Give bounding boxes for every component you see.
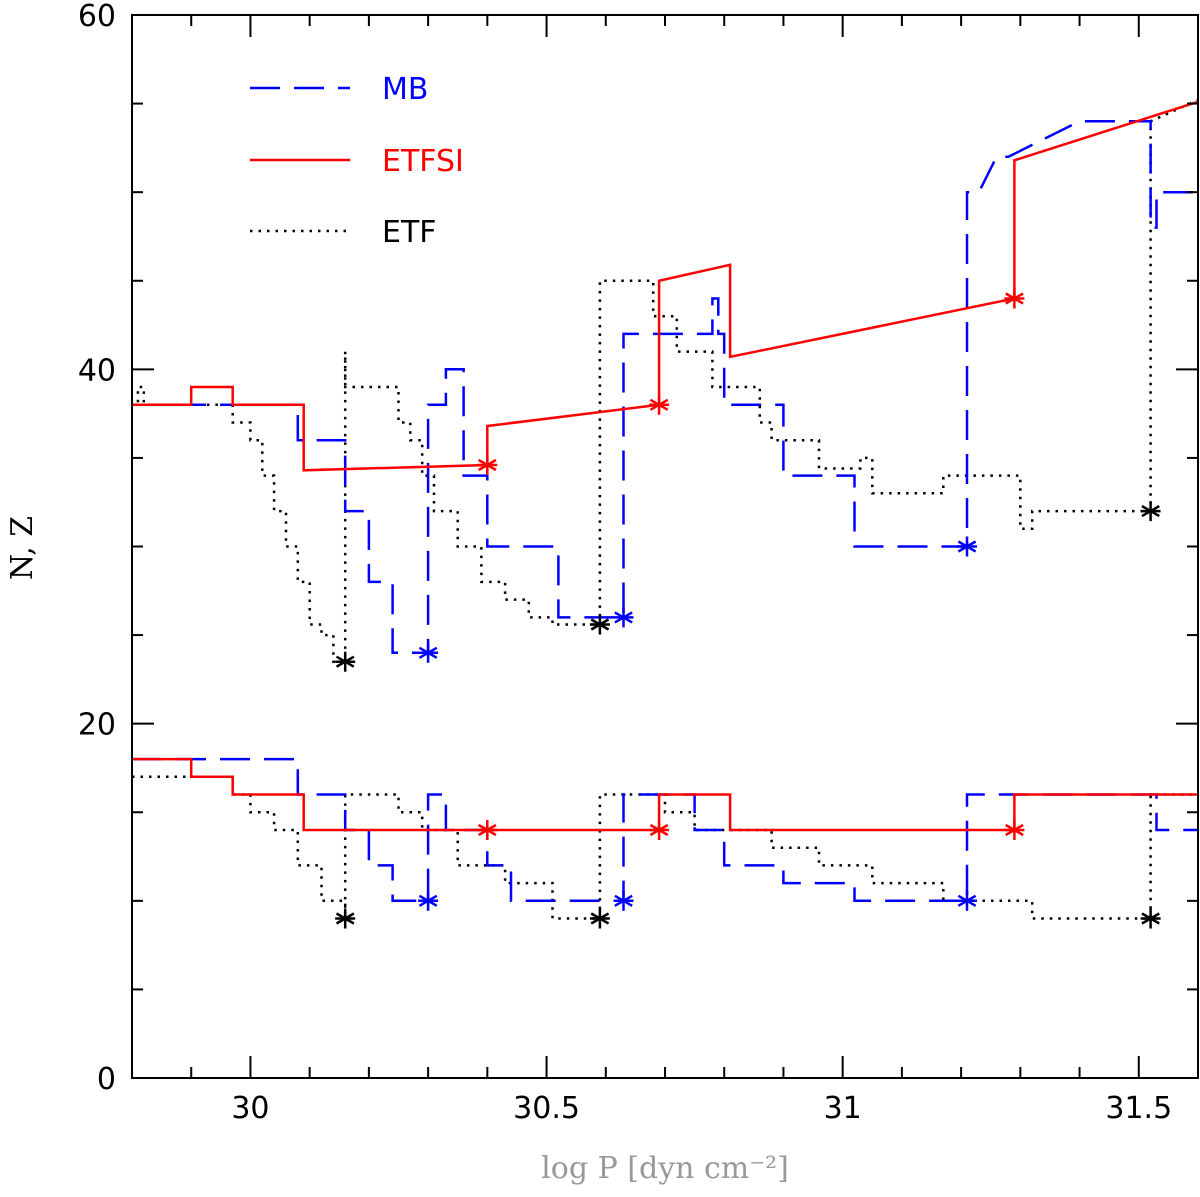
mb-marker [418,642,439,663]
etfsi-marker [1004,820,1025,840]
x-axis-title: log P [dyn cm⁻²] [541,1151,789,1186]
mb-marker [957,890,977,911]
mb-marker [613,890,634,911]
x-tick-labels: 30 30.5 31 31.5 [231,1091,1172,1126]
x-tick-label: 30 [231,1091,269,1126]
legend-label-mb: MB [382,72,428,107]
y-axis-title: N, Z [5,516,40,580]
etfsi-marker [649,820,670,840]
series-layer [132,98,1199,920]
etf-marker [335,908,356,929]
etfsi-N-line [132,100,1199,472]
etfsi-marker [649,394,670,415]
y-tick-labels: 0 20 40 60 [78,0,116,1097]
marker-layer [335,288,1161,929]
mb-marker [613,607,634,628]
x-tick-label: 31.5 [1105,1091,1172,1126]
etfsi-marker [1004,288,1025,309]
etf-marker [589,908,610,929]
etf-marker [589,614,610,635]
etf-Z-line [132,775,1198,920]
legend: MB ETFSI ETF [250,72,464,250]
plot-frame [131,14,1199,1079]
etf-marker [1140,908,1161,929]
legend-label-etfsi: ETFSI [382,144,464,179]
etfsi-Z-line [132,757,1198,832]
etf-marker [1140,501,1161,522]
tick-layer [131,14,1199,1079]
legend-label-etf: ETF [382,215,437,250]
etfsi-marker [477,820,498,840]
mb-marker [957,536,977,557]
y-tick-label: 40 [78,353,116,388]
y-tick-label: 0 [97,1062,116,1097]
etf-N-line [132,98,1199,663]
y-tick-label: 20 [78,708,116,743]
y-tick-label: 60 [78,0,116,34]
etfsi-marker [477,455,498,475]
mb-marker [418,890,439,911]
mb-N-line [132,120,1198,655]
etf-marker [335,651,356,672]
x-tick-label: 31 [824,1091,862,1126]
mb-Z-line [132,757,1198,903]
x-tick-label: 30.5 [513,1091,580,1126]
